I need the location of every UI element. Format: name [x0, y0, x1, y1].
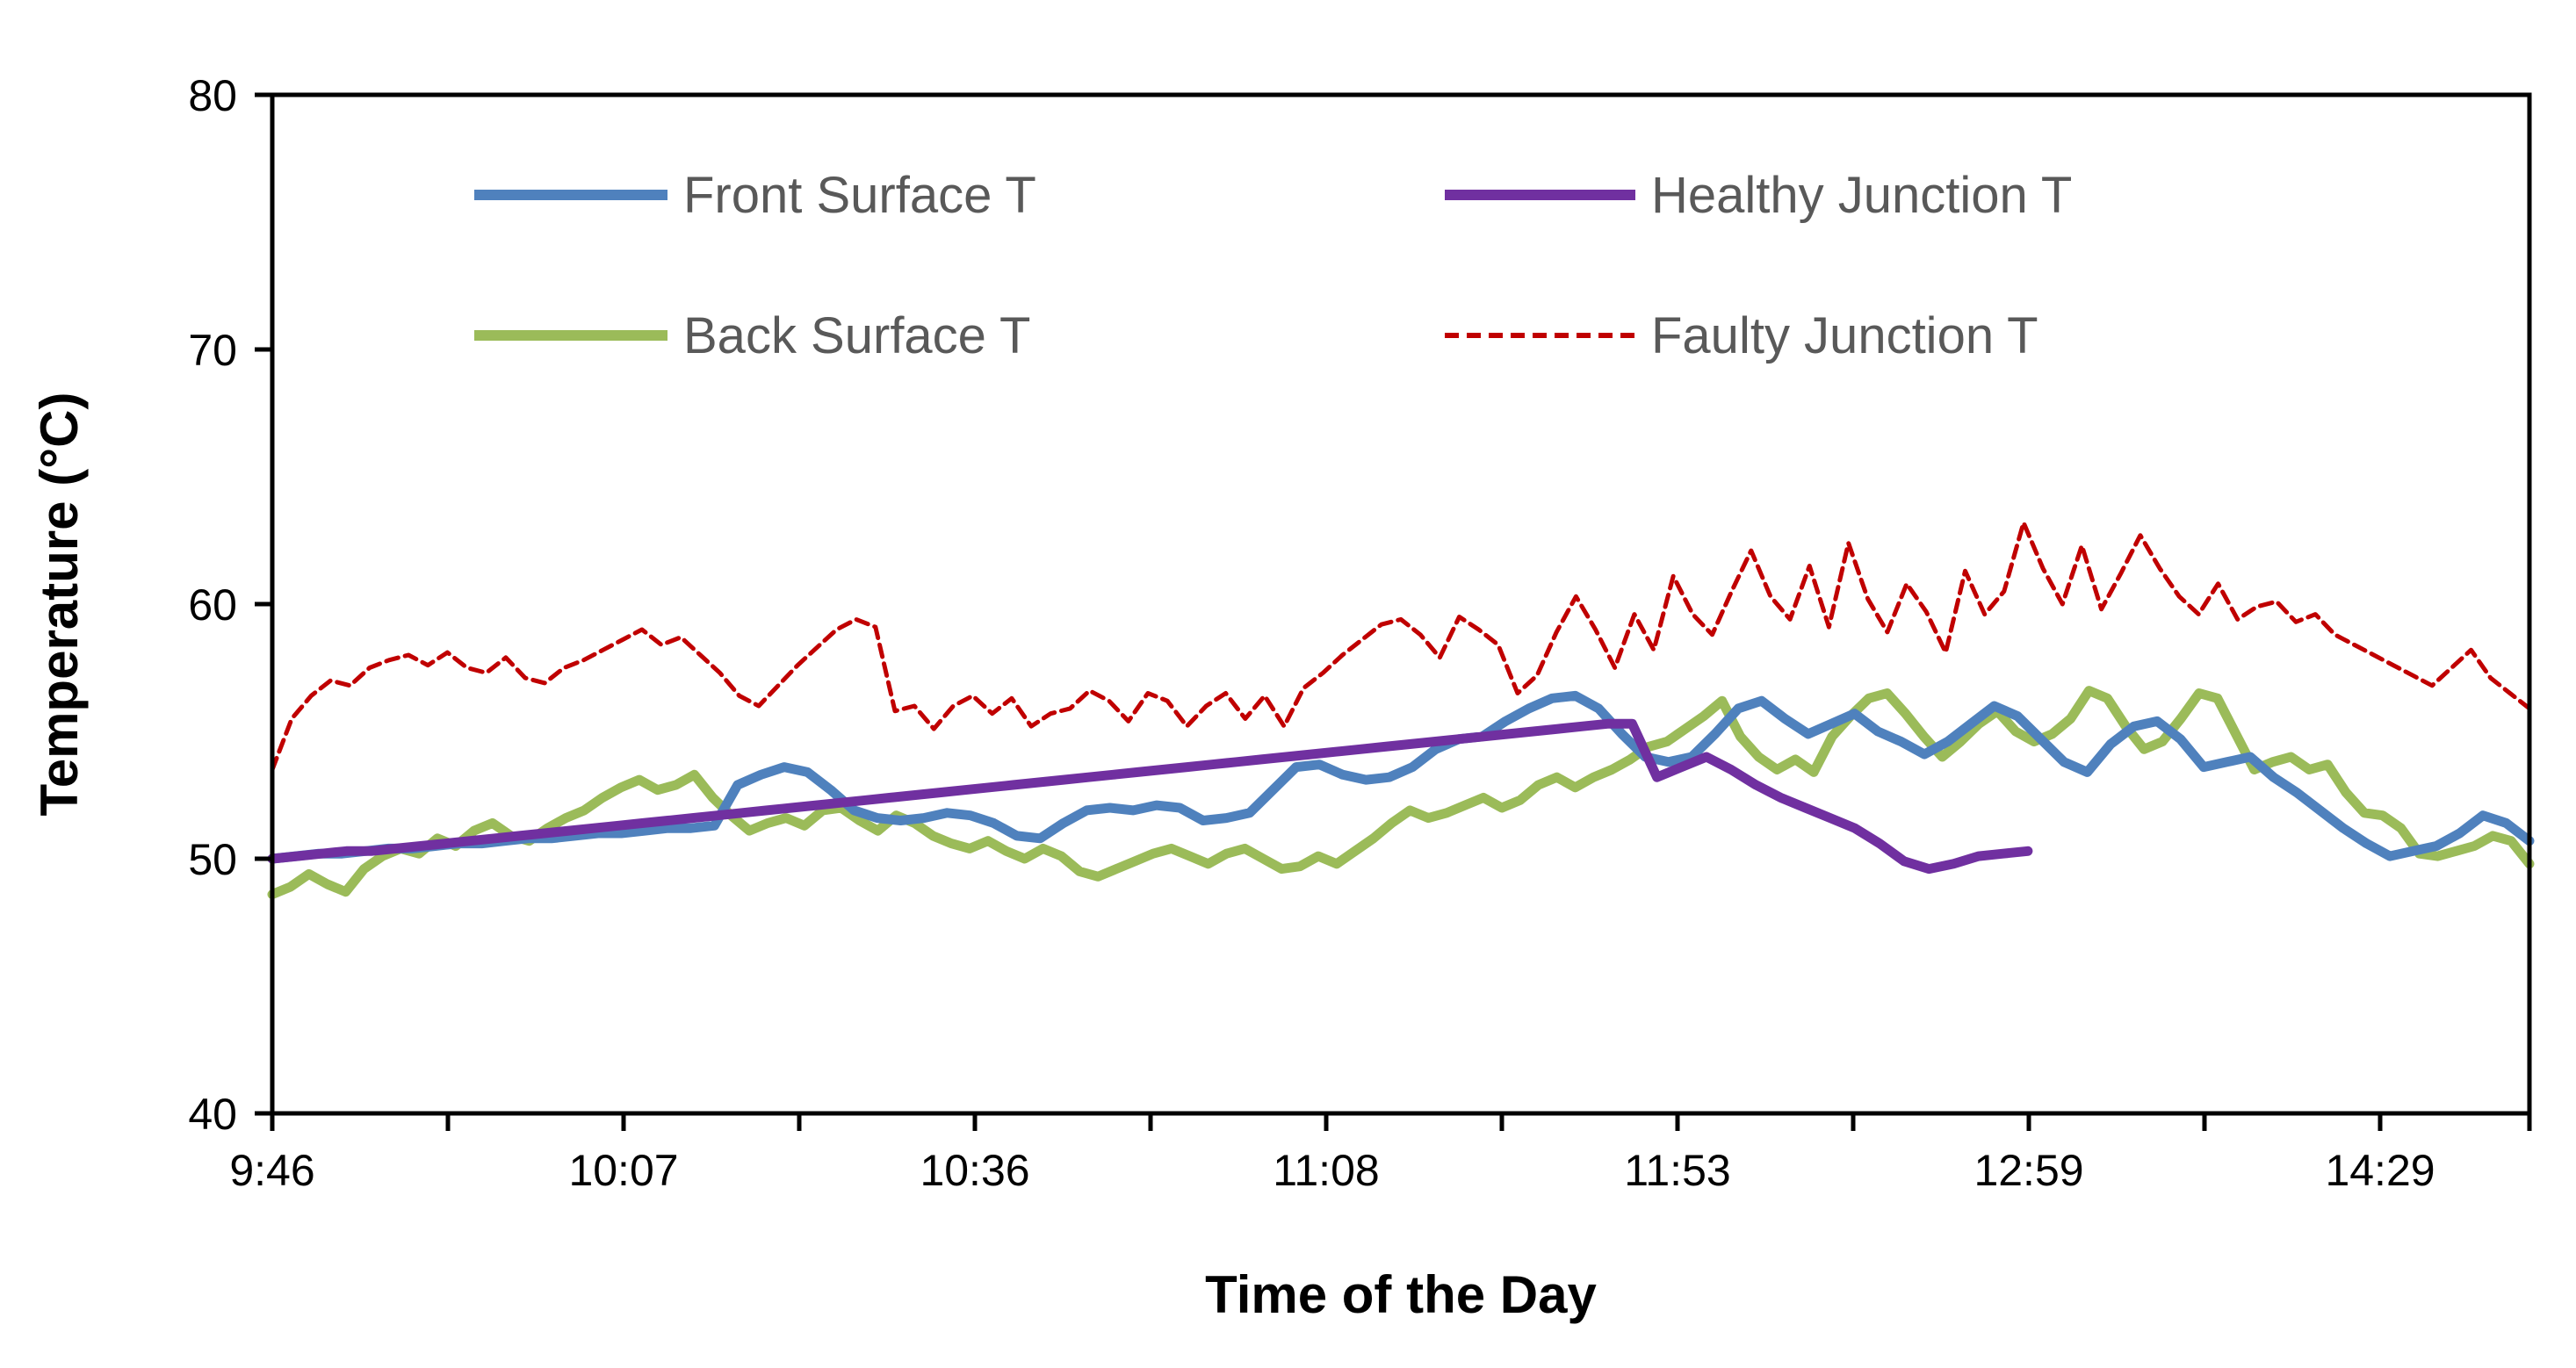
legend-label-healthy-junction: Healthy Junction T	[1651, 167, 2072, 224]
x-tick-label: 11:08	[1273, 1146, 1379, 1195]
y-axis-title: Temperature (°C)	[30, 392, 89, 817]
series-line-healthy-junction-t	[267, 718, 2033, 875]
series-line-front-surface-t	[267, 690, 2535, 864]
x-tick-label: 12:59	[1973, 1146, 2083, 1195]
x-tick-label: 14:29	[2325, 1146, 2435, 1195]
y-tick-label: 50	[188, 835, 237, 884]
legend-label-faulty-junction: Faulty Junction T	[1651, 307, 2038, 364]
ticks-layer: 40 50 60 70 80 9:46 10:07 10:36 11:08 11:53 12:59 1…	[188, 71, 2532, 1195]
x-axis-title: Time of the Day	[1205, 1265, 1597, 1324]
y-tick-label: 40	[188, 1090, 237, 1139]
x-tick-label: 10:07	[568, 1146, 678, 1195]
series-layer	[267, 520, 2535, 900]
y-tick-label: 70	[188, 326, 237, 375]
legend-label-back-surface: Back Surface T	[683, 307, 1030, 364]
x-tick-label: 9:46	[229, 1146, 314, 1195]
x-tick-label: 11:53	[1624, 1146, 1730, 1195]
y-tick-label: 80	[188, 71, 237, 120]
legend-label-front-surface: Front Surface T	[683, 167, 1036, 224]
series-line-back-surface-t	[267, 686, 2535, 900]
y-tick-label: 60	[188, 580, 237, 630]
legend: Front Surface T Healthy Junction T Back …	[474, 167, 2072, 364]
x-tick-label: 10:36	[920, 1146, 1029, 1195]
series-line-faulty-junction-t	[270, 520, 2532, 772]
